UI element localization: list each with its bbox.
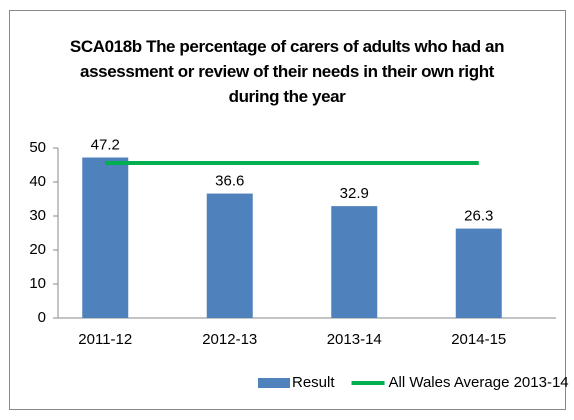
y-tick-label: 20 — [29, 241, 46, 258]
legend-swatch — [258, 378, 290, 388]
x-tick-label: 2013-14 — [327, 331, 382, 348]
x-tick-label: 2011-12 — [78, 331, 132, 348]
data-label: 32.9 — [340, 185, 369, 202]
legend-label: Result — [292, 374, 335, 391]
legend-label: All Wales Average 2013-14 — [389, 374, 569, 391]
data-label: 47.2 — [91, 136, 120, 153]
bar — [331, 206, 378, 318]
y-tick-label: 0 — [38, 309, 46, 326]
data-label: 36.6 — [215, 173, 244, 190]
bar — [206, 193, 253, 318]
y-tick-label: 50 — [29, 139, 46, 156]
bar — [82, 157, 129, 318]
y-tick-label: 10 — [29, 275, 46, 292]
x-tick-label: 2014-15 — [451, 331, 506, 348]
y-tick-label: 40 — [29, 173, 46, 190]
bar — [455, 228, 502, 318]
chart-title: SCA018b The percentage of carers of adul… — [69, 37, 505, 106]
x-tick-label: 2012-13 — [202, 331, 257, 348]
data-label: 26.3 — [464, 208, 493, 225]
y-tick-label: 30 — [29, 207, 46, 224]
